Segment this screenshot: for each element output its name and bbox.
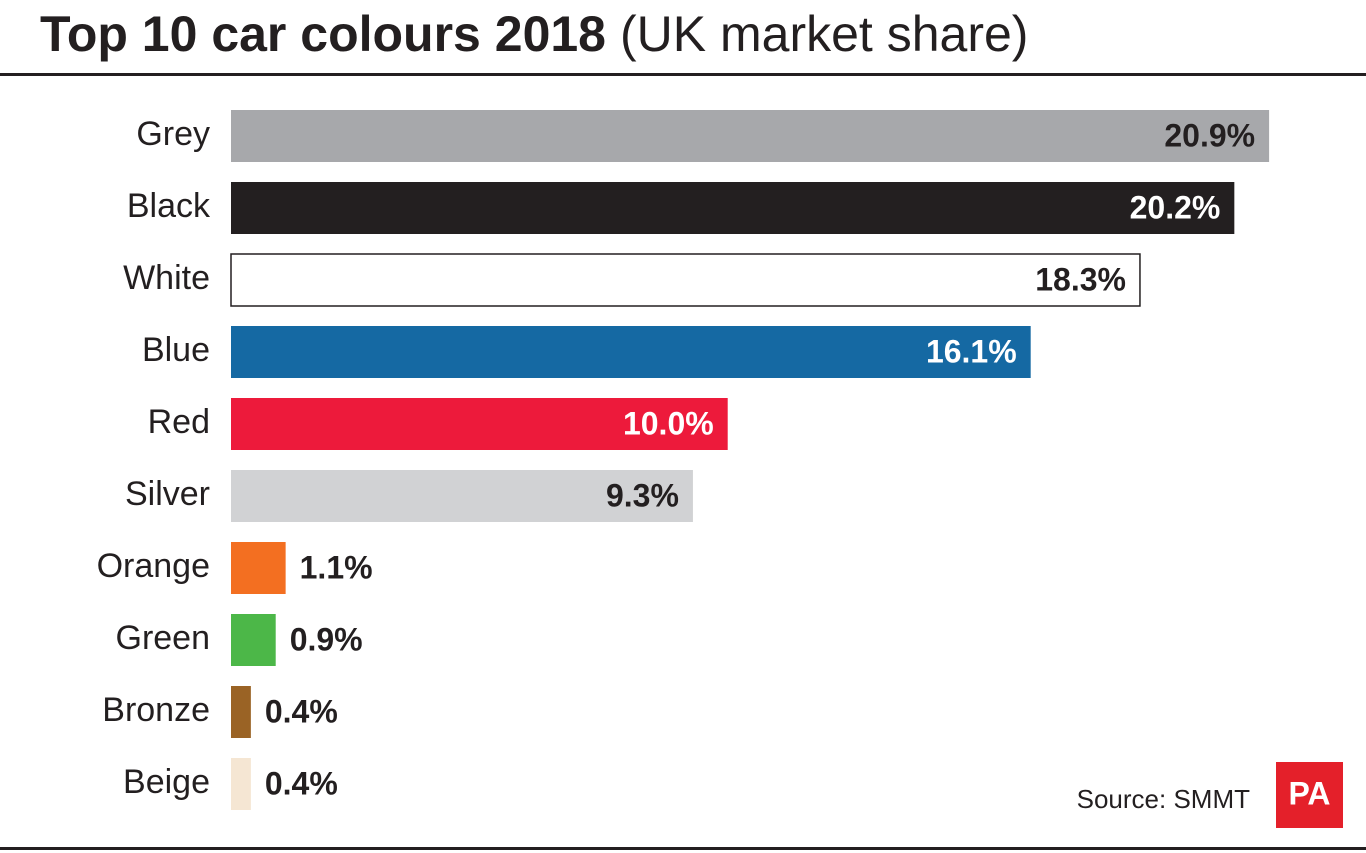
category-label: White [123, 259, 210, 297]
chart-subtitle: (UK market share) [620, 6, 1028, 62]
value-label: 20.9% [1164, 117, 1255, 153]
value-label: 9.3% [606, 477, 679, 513]
rule [0, 73, 1366, 76]
value-label: 18.3% [1035, 261, 1126, 297]
logo: PA [1288, 775, 1330, 811]
category-label: Blue [142, 331, 210, 369]
value-label: 10.0% [623, 405, 714, 441]
bar [231, 758, 251, 810]
bar [231, 182, 1235, 234]
category-label: Silver [125, 475, 210, 513]
bar [231, 326, 1031, 378]
bar [231, 470, 693, 522]
bar [231, 542, 286, 594]
value-label: 16.1% [926, 333, 1017, 369]
category-label: Orange [97, 547, 210, 585]
bar [231, 398, 728, 450]
category-label: Beige [123, 763, 210, 801]
value-label: 20.2% [1130, 189, 1221, 225]
bar [231, 686, 251, 738]
value-label: 1.1% [300, 549, 373, 585]
category-label: Grey [136, 115, 210, 153]
chart-title-line: Top 10 car colours 2018 (UK market share) [40, 6, 1028, 62]
category-label: Black [127, 187, 211, 225]
category-label: Green [116, 619, 211, 657]
logo-box [1276, 762, 1343, 828]
value-label: 0.9% [290, 621, 363, 657]
source: Source: SMMT [1077, 784, 1250, 814]
value-label: 0.4% [265, 693, 338, 729]
chart-title: Top 10 car colours 2018 [40, 6, 606, 62]
rule [0, 847, 1366, 850]
category-label: Red [148, 403, 210, 441]
category-label: Bronze [102, 691, 210, 729]
bar [231, 110, 1270, 162]
bar [230, 253, 1141, 307]
bar [231, 614, 276, 666]
value-label: 0.4% [265, 765, 338, 801]
